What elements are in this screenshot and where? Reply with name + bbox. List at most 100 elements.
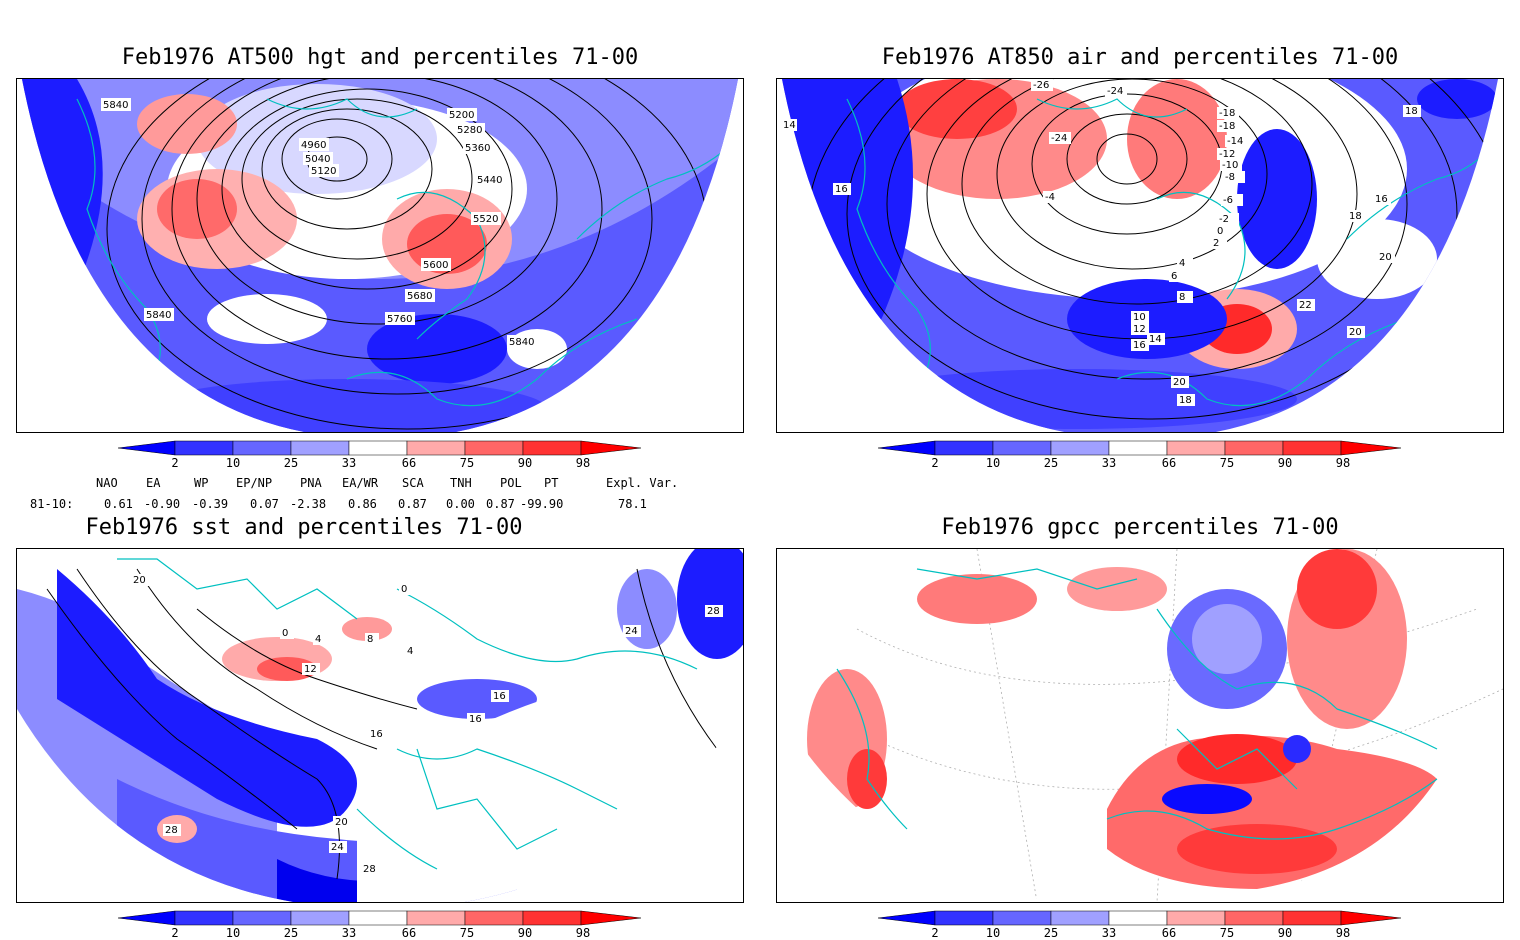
colorbar-labels-bottom-right: 2 10 25 33 66 75 90 98: [878, 926, 1402, 940]
contour-label: -14: [1227, 136, 1243, 147]
contour-label: 18: [1349, 211, 1362, 222]
colorbar-label: 33: [1101, 926, 1117, 940]
colorbar-label: 25: [283, 456, 299, 470]
colorbar-segment: [580, 910, 642, 926]
contour-label: -26: [1033, 80, 1049, 91]
index-header: Expl. Var.: [606, 476, 679, 490]
colorbar-segment: [1340, 910, 1402, 926]
colorbar-top-right: [877, 440, 1402, 456]
colorbar-segment: [1282, 910, 1342, 926]
colorbar-label: 75: [459, 456, 475, 470]
colorbar-segment: [348, 440, 408, 456]
contour-label: 6: [1171, 271, 1177, 282]
map-panel-air850: -26 -24 -24 -18 -18 -14 -12 -10 -8 -6 -4…: [776, 78, 1504, 433]
index-header: EA/WR: [342, 476, 379, 490]
index-value: 0.61: [104, 497, 133, 511]
colorbar-segment: [1224, 440, 1284, 456]
colorbar-bottom-left: [117, 910, 642, 926]
colorbar-segment: [580, 440, 642, 456]
index-header: TNH: [450, 476, 472, 490]
colorbar-svg: [117, 440, 642, 456]
colorbar-segment: [992, 910, 1052, 926]
colorbar-segment: [406, 440, 466, 456]
colorbar-label: 90: [517, 456, 533, 470]
contour-label: -24: [1107, 86, 1123, 97]
colorbar-segment: [1340, 440, 1402, 456]
colorbar-label: 10: [985, 926, 1001, 940]
contour-label: -18: [1219, 121, 1235, 132]
colorbar-label: 2: [171, 456, 179, 470]
colorbar-labels-bottom-left: 2 10 25 33 66 75 90 98: [118, 926, 642, 940]
index-value: -2.38: [290, 497, 327, 511]
colorbar-segment: [232, 910, 292, 926]
contour-labels-sst: 20 0 4 8 12 16 16 16 20 24 28 28 28 24 4…: [131, 574, 723, 875]
contour-label: 14: [783, 120, 796, 131]
index-header: EP/NP: [236, 476, 273, 490]
contour-label: 12: [1133, 324, 1146, 335]
colorbar-label: 75: [1219, 926, 1235, 940]
colorbar-label: 10: [225, 456, 241, 470]
colorbar-segment: [1166, 440, 1226, 456]
index-header: WP: [194, 476, 209, 490]
map-svg-air850: -26 -24 -24 -18 -18 -14 -12 -10 -8 -6 -4…: [781, 79, 1498, 432]
colorbar-svg: [877, 440, 1402, 456]
colorbar-label: 66: [401, 456, 417, 470]
colorbar-label: 98: [1335, 926, 1351, 940]
panel-title-bl: Feb1976 sst and percentiles 71-00: [85, 515, 523, 540]
colorbar-label: 90: [1277, 926, 1293, 940]
contour-label: 20: [1173, 377, 1186, 388]
colorbar-segment: [934, 440, 994, 456]
contour-label: 5760: [387, 314, 412, 325]
contour-label: 5040: [305, 154, 330, 165]
contour-label: 28: [165, 825, 178, 836]
contour-label: 16: [1133, 340, 1146, 351]
contour-label: 16: [469, 714, 482, 725]
contour-label: 5520: [473, 214, 498, 225]
contour-label: -24: [1051, 133, 1067, 144]
colorbar-segment: [877, 910, 936, 926]
index-value: -0.90: [144, 497, 181, 511]
colorbar-segment: [992, 440, 1052, 456]
contour-label: -2: [1219, 214, 1229, 225]
colorbar-label: 75: [459, 926, 475, 940]
colorbar-label: 98: [1335, 456, 1351, 470]
contour-label: 5600: [423, 260, 448, 271]
contour-label: 16: [1375, 194, 1388, 205]
contour-label: 18: [1179, 395, 1192, 406]
map-panel-hgt500: 5840 4960 5040 5120 5200 5280 5360 5440 …: [16, 78, 744, 433]
colorbar-label: 2: [171, 926, 179, 940]
contour-label: 5840: [103, 100, 128, 111]
colorbar-segment: [1224, 910, 1284, 926]
index-row-label: 81-10:: [30, 497, 74, 511]
colorbar-segment: [406, 910, 466, 926]
contour-label: -8: [1225, 172, 1235, 183]
contour-label: -6: [1223, 195, 1233, 206]
contour-label: 12: [304, 664, 317, 675]
contour-label: 0: [282, 628, 288, 639]
colorbar-segment: [464, 910, 524, 926]
colorbar-label: 33: [1101, 456, 1117, 470]
colorbar-segment: [1282, 440, 1342, 456]
contour-label: 5360: [465, 143, 490, 154]
contour-label: -18: [1219, 108, 1235, 119]
index-value: 0.86: [348, 497, 377, 511]
colorbar-labels-top-right: 2 10 25 33 66 75 90 98: [878, 456, 1402, 470]
colorbar-segment: [348, 910, 408, 926]
contour-label: 24: [625, 626, 638, 637]
colorbar-segment: [1050, 910, 1110, 926]
contour-label: 22: [1299, 300, 1312, 311]
index-header: PNA: [300, 476, 322, 490]
colorbar-segment: [1108, 910, 1168, 926]
colorbar-label: 10: [225, 926, 241, 940]
colorbar-label: 66: [1161, 926, 1177, 940]
colorbar-segment: [934, 910, 994, 926]
colorbar-label: 90: [517, 926, 533, 940]
contour-label: 5200: [449, 110, 474, 121]
colorbar-label: 25: [1043, 926, 1059, 940]
colorbar-label: 98: [575, 926, 591, 940]
map-panel-gpcc: [776, 548, 1504, 903]
colorbar-top-left: [117, 440, 642, 456]
colorbar-label: 2: [931, 456, 939, 470]
index-value: 0.07: [250, 497, 279, 511]
map-svg-sst: 20 0 4 8 12 16 16 16 20 24 28 28 28 24 4…: [17, 549, 743, 902]
